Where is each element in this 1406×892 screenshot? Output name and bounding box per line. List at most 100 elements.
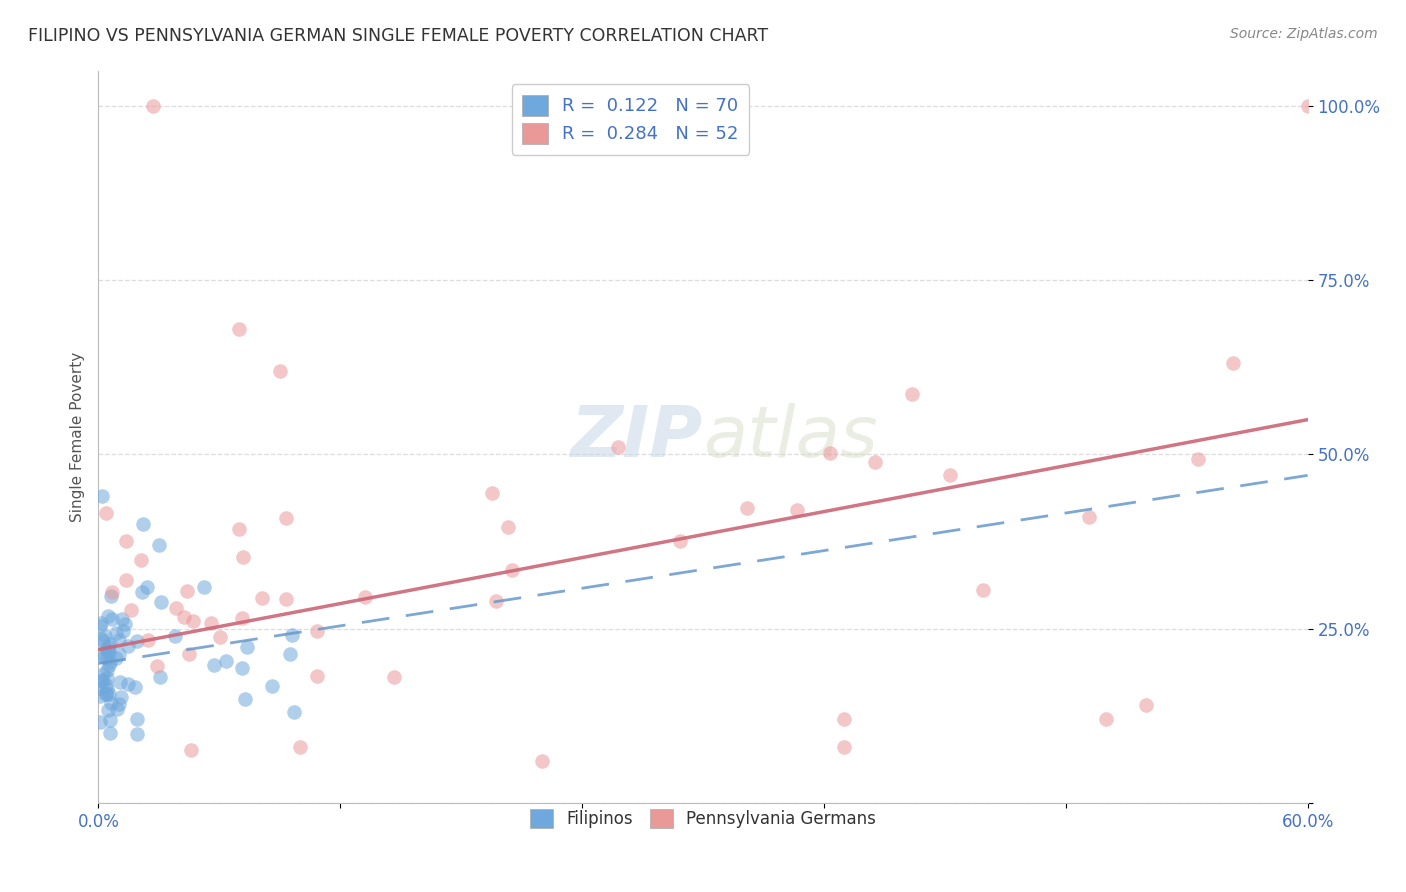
Text: FILIPINO VS PENNSYLVANIA GERMAN SINGLE FEMALE POVERTY CORRELATION CHART: FILIPINO VS PENNSYLVANIA GERMAN SINGLE F… [28, 27, 768, 45]
Point [129, 553, 152, 567]
Point [96, 682, 118, 697]
Legend: Filipinos, Pennsylvania Germans: Filipinos, Pennsylvania Germans [523, 802, 883, 835]
Point [110, 690, 132, 704]
Text: ZIP: ZIP [571, 402, 703, 472]
Point [232, 549, 254, 564]
Point [353, 590, 375, 604]
Point [180, 743, 202, 757]
Point [97, 644, 120, 658]
Point [173, 609, 195, 624]
Point [307, 624, 329, 638]
Point [135, 580, 157, 594]
Point [288, 740, 311, 755]
Point [100, 697, 122, 711]
Point [149, 670, 172, 684]
Point [283, 705, 305, 719]
Point [938, 468, 960, 483]
Point [228, 522, 250, 536]
Point [89, 715, 111, 730]
Point [202, 658, 225, 673]
Point [108, 674, 131, 689]
Point [165, 601, 187, 615]
Point [200, 616, 222, 631]
Point [93, 648, 115, 663]
Point [142, 99, 165, 113]
Point [863, 455, 886, 469]
Point [132, 517, 155, 532]
Point [125, 712, 148, 726]
Point [163, 629, 186, 643]
Point [89, 689, 111, 703]
Point [105, 651, 128, 665]
Point [91, 673, 114, 688]
Point [97, 644, 120, 658]
Text: Source: ZipAtlas.com: Source: ZipAtlas.com [1230, 27, 1378, 41]
Point [127, 727, 149, 741]
Point [98, 655, 121, 669]
Point [233, 692, 256, 706]
Point [108, 647, 131, 661]
Point [89, 681, 111, 695]
Point [117, 677, 139, 691]
Point [1296, 99, 1319, 113]
Point [176, 584, 198, 599]
Point [90, 615, 112, 630]
Point [236, 640, 259, 654]
Point [91, 666, 114, 681]
Point [96, 663, 118, 677]
Point [97, 687, 120, 701]
Point [97, 640, 120, 654]
Point [98, 658, 121, 673]
Point [96, 650, 118, 665]
Point [93, 633, 115, 648]
Point [94, 629, 117, 643]
Point [1095, 712, 1118, 726]
Point [305, 669, 328, 683]
Point [1135, 698, 1157, 713]
Point [111, 612, 134, 626]
Point [832, 712, 855, 726]
Point [94, 687, 117, 701]
Point [127, 633, 149, 648]
Point [100, 590, 122, 604]
Text: atlas: atlas [703, 402, 877, 472]
Point [138, 632, 160, 647]
Point [606, 440, 628, 454]
Point [972, 583, 994, 598]
Point [91, 489, 114, 503]
Point [269, 364, 291, 378]
Point [501, 563, 523, 577]
Point [208, 630, 231, 644]
Y-axis label: Single Female Poverty: Single Female Poverty [69, 352, 84, 522]
Point [193, 580, 215, 594]
Point [115, 574, 138, 588]
Point [90, 632, 112, 646]
Point [530, 754, 553, 768]
Point [105, 702, 128, 716]
Point [94, 677, 117, 691]
Point [274, 511, 297, 525]
Point [1078, 509, 1101, 524]
Point [228, 322, 250, 336]
Point [278, 647, 301, 661]
Point [1222, 356, 1244, 370]
Point [108, 632, 131, 647]
Point [93, 649, 115, 664]
Point [231, 610, 253, 624]
Point [832, 740, 855, 755]
Point [115, 534, 138, 549]
Point [101, 612, 124, 626]
Point [901, 387, 924, 401]
Point [98, 713, 121, 727]
Point [735, 501, 758, 516]
Point [181, 614, 204, 628]
Point [111, 624, 134, 638]
Point [97, 703, 120, 717]
Point [179, 648, 201, 662]
Point [231, 661, 253, 675]
Point [382, 670, 405, 684]
Point [108, 698, 131, 712]
Point [786, 503, 808, 517]
Point [145, 658, 167, 673]
Point [120, 602, 142, 616]
